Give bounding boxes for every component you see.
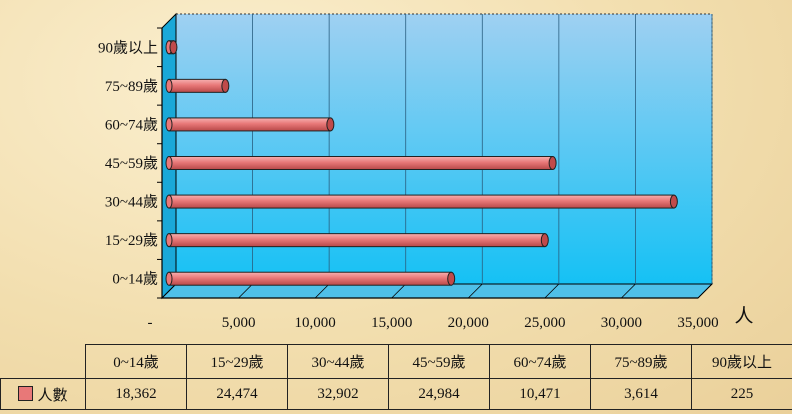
bar [165, 40, 178, 55]
table-cell: 32,902 [287, 378, 389, 410]
floor-gridline [391, 283, 406, 299]
category-label: 75~89歲 [105, 78, 158, 95]
table-cell: 225 [691, 378, 792, 410]
bar [165, 78, 230, 93]
floor-gridline [544, 283, 560, 299]
plot-back-wall [176, 14, 712, 284]
category-label: 15~29歲 [105, 232, 158, 249]
bar [165, 156, 557, 170]
category-label: 0~14歲 [112, 271, 158, 288]
floor-gridline [238, 283, 253, 299]
x-tick-label: 25,000 [524, 315, 565, 331]
table-corner [0, 344, 86, 379]
table-cell: 24,474 [186, 378, 288, 410]
table-header-row: 0~14歲 15~29歲 30~44歲 45~59歲 60~74歲 75~89歲… [0, 344, 792, 379]
category-label: 90歲以上 [98, 39, 158, 56]
floor-gridline [697, 283, 713, 299]
table-header-cell: 30~44歲 [287, 344, 389, 379]
floor-gridline [314, 283, 330, 299]
bar [165, 233, 549, 248]
table-cell: 10,471 [489, 378, 591, 410]
bar-chart: 0~14歲 15~29歲 30~44歲 45~59歲 60~74歲 75~89歲 90歲以上… [98, 12, 754, 331]
x-tick-label: 35,000 [677, 315, 718, 331]
x-tick-label: 20,000 [448, 315, 489, 331]
legend-swatch [18, 385, 34, 401]
table-row: 人數 18,362 24,474 32,902 24,984 10,471 3,… [0, 378, 792, 410]
x-tick-label: 30,000 [601, 315, 642, 331]
x-tick-label: 15,000 [371, 315, 412, 331]
table-cell: 18,362 [85, 378, 187, 410]
bar [165, 117, 335, 132]
category-label: 30~44歲 [105, 194, 158, 211]
bar [165, 271, 456, 286]
series-label-cell: 人數 [0, 378, 86, 410]
table-header-cell: 45~59歲 [388, 344, 490, 379]
data-table: 0~14歲 15~29歲 30~44歲 45~59歲 60~74歲 75~89歲… [0, 344, 792, 410]
series-label: 人數 [37, 387, 68, 404]
x-tick-label: 10,000 [295, 315, 336, 331]
floor-gridline [468, 283, 483, 299]
table-header-cell: 60~74歲 [489, 344, 591, 379]
category-label: 45~59歲 [105, 155, 158, 172]
x-axis-unit-label: 人 [734, 305, 753, 327]
bar [165, 194, 678, 209]
table-header-cell: 90歲以上 [691, 344, 792, 379]
table-header-cell: 15~29歲 [186, 344, 288, 379]
table-header-cell: 75~89歲 [590, 344, 692, 379]
x-tick-label: 5,000 [222, 315, 256, 331]
x-tick-label: - [148, 315, 153, 331]
table-header-cell: 0~14歲 [85, 344, 187, 379]
plot-floor [160, 283, 714, 299]
table-cell: 3,614 [590, 378, 692, 410]
category-label: 60~74歲 [105, 116, 158, 133]
table-cell: 24,984 [388, 378, 490, 410]
floor-gridline [621, 283, 636, 299]
